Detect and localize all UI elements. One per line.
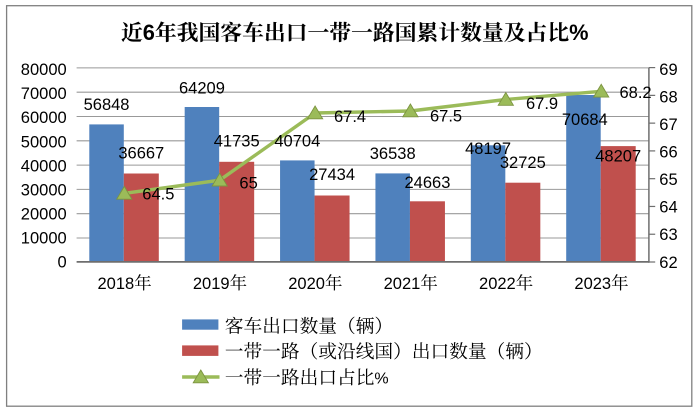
svg-text:67.4: 67.4 [334, 108, 366, 126]
svg-text:62: 62 [659, 254, 677, 272]
svg-text:63: 63 [659, 226, 677, 244]
svg-text:6: 6 [143, 20, 155, 45]
svg-text:68: 68 [659, 89, 677, 107]
svg-text:40704: 40704 [274, 132, 320, 150]
svg-text:27434: 27434 [309, 166, 355, 184]
svg-text:2021: 2021 [384, 275, 421, 293]
svg-text:2019: 2019 [193, 275, 230, 293]
svg-text:68.2: 68.2 [620, 84, 652, 102]
svg-text:2020: 2020 [288, 275, 325, 293]
svg-text:40000: 40000 [21, 157, 67, 175]
svg-text:36667: 36667 [118, 145, 164, 163]
svg-text:48197: 48197 [465, 140, 511, 158]
svg-text:2022: 2022 [479, 275, 516, 293]
svg-text:2018: 2018 [98, 275, 135, 293]
svg-text:80000: 80000 [21, 61, 67, 79]
svg-text:66: 66 [659, 144, 677, 162]
svg-text:50000: 50000 [21, 133, 67, 151]
svg-text:70000: 70000 [21, 85, 67, 103]
svg-text:32725: 32725 [500, 154, 546, 172]
svg-text:70684: 70684 [562, 111, 608, 129]
svg-text:65: 65 [659, 171, 677, 189]
svg-text:30000: 30000 [21, 181, 67, 199]
svg-text:67: 67 [659, 116, 677, 134]
svg-text:41735: 41735 [214, 132, 260, 150]
svg-text:24663: 24663 [404, 174, 450, 192]
svg-text:67.9: 67.9 [526, 95, 558, 113]
svg-text:64.5: 64.5 [142, 186, 174, 204]
svg-text:65: 65 [239, 175, 257, 193]
svg-text:64209: 64209 [179, 80, 225, 98]
svg-text:36538: 36538 [370, 145, 416, 163]
svg-text:64: 64 [659, 199, 677, 217]
svg-text:56848: 56848 [84, 96, 130, 114]
svg-text:%: % [569, 20, 588, 45]
svg-text:60000: 60000 [21, 109, 67, 127]
svg-text:69: 69 [659, 61, 677, 79]
svg-text:48207: 48207 [595, 148, 641, 166]
svg-text:2023: 2023 [574, 275, 611, 293]
svg-text:10000: 10000 [21, 229, 67, 247]
svg-text:20000: 20000 [21, 205, 67, 223]
svg-text:0: 0 [58, 253, 67, 271]
svg-text:67.5: 67.5 [430, 108, 462, 126]
svg-text:%: % [374, 371, 388, 388]
